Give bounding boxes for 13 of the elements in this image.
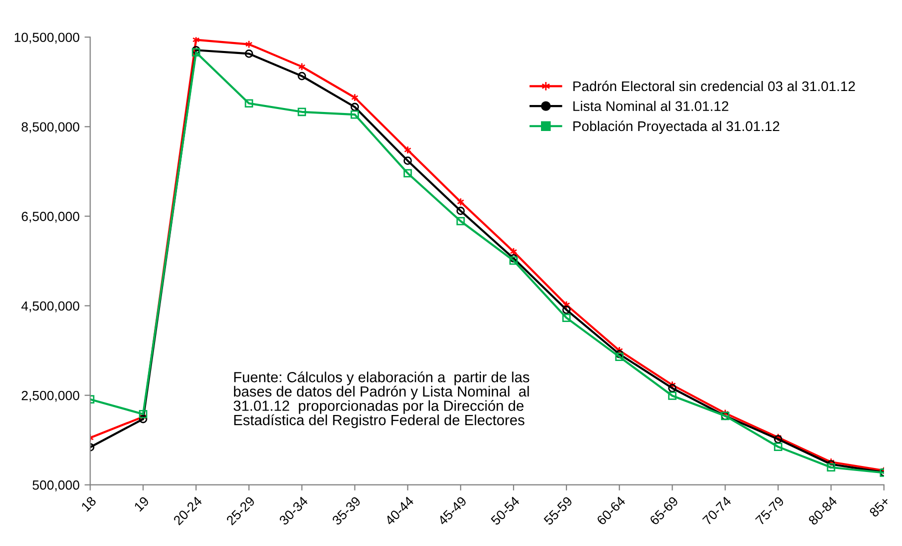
y-tick-label: 2,500,000 [22, 390, 80, 402]
x-tick-label: 19 [134, 496, 150, 512]
y-tick-label: 10,500,000 [14, 32, 80, 44]
x-tick-label: 18 [80, 496, 97, 512]
y-tick-label: 6,500,000 [22, 212, 80, 223]
y-tick-label: 8,500,000 [22, 122, 80, 134]
y-tick-label: 500,000 [32, 480, 80, 492]
legend-label: Población Proyectada al 31.01.12 [573, 120, 780, 134]
annotation: Fuente: Cálculos y elaboración a partir de las bases de datos del Padrón y Lista Nominal al 31.01.12 proporcionadas por la Dirección de Estadística del Registro Federal de Electores [234, 371, 530, 428]
legend-label: Lista Nominal al 31.01.12 [573, 100, 728, 112]
legend-label: Padrón Electoral sin credencial 03 al 31.01.12 [573, 80, 855, 92]
x-tick-label: 85+ [868, 496, 890, 518]
y-tick-label: 4,500,000 [21, 301, 80, 312]
